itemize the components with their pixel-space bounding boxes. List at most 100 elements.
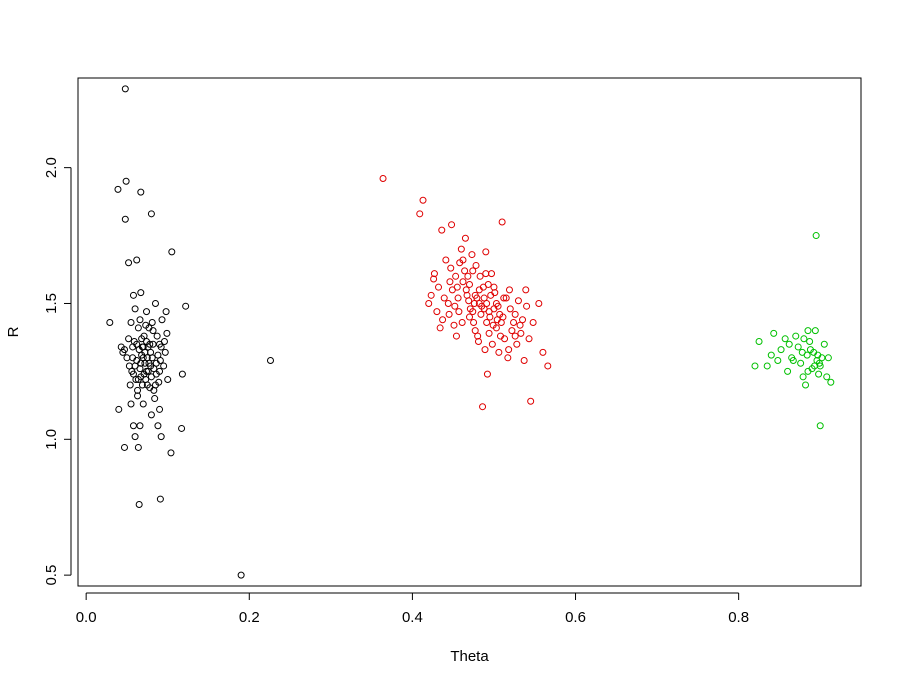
data-point	[156, 495, 164, 503]
data-point	[492, 299, 500, 307]
data-point	[466, 280, 473, 288]
data-point	[529, 318, 537, 326]
data-point	[814, 351, 822, 359]
data-point	[182, 302, 190, 310]
data-point	[122, 177, 130, 185]
data-point	[164, 376, 172, 384]
data-point	[123, 354, 131, 362]
data-point	[781, 335, 789, 343]
data-point	[147, 210, 155, 218]
data-point	[474, 338, 482, 346]
data-point	[539, 348, 547, 356]
data-point	[535, 299, 543, 307]
data-point	[153, 332, 161, 340]
x-tick-label: 0.8	[728, 609, 749, 626]
data-point	[777, 346, 785, 354]
data-point	[482, 270, 490, 278]
data-point	[785, 340, 793, 348]
data-point	[154, 422, 162, 430]
series-2	[379, 175, 552, 411]
data-point	[152, 370, 160, 378]
data-point	[131, 433, 139, 441]
y-tick-label: 2.0	[43, 157, 60, 178]
data-point	[454, 294, 462, 302]
data-point	[516, 321, 524, 329]
data-point	[436, 324, 444, 332]
data-point	[266, 357, 274, 365]
data-point	[527, 397, 535, 405]
data-point	[134, 392, 142, 400]
data-point	[126, 381, 134, 389]
axes-layer: 0.0 0.2 0.4 0.6 0.8 0.5 1.0 1.5 2.0	[43, 157, 749, 626]
data-point	[770, 329, 778, 337]
data-point	[522, 286, 530, 294]
data-point	[178, 424, 186, 432]
data-point	[459, 256, 467, 264]
data-point	[804, 367, 812, 375]
data-point	[138, 381, 146, 389]
data-point	[133, 256, 141, 264]
data-point	[479, 403, 487, 411]
data-point	[141, 348, 149, 356]
data-point	[466, 313, 473, 321]
data-point	[525, 335, 533, 343]
data-point	[513, 340, 521, 348]
data-point	[811, 327, 819, 335]
data-point	[149, 327, 157, 335]
data-point	[151, 381, 159, 389]
data-point	[471, 291, 479, 299]
data-point	[427, 291, 435, 299]
data-point	[812, 232, 820, 240]
data-point	[137, 373, 145, 381]
data-point	[448, 221, 456, 229]
data-point	[514, 297, 522, 305]
data-point	[823, 373, 831, 381]
data-point	[462, 286, 470, 294]
data-point	[115, 405, 123, 413]
data-point	[461, 234, 469, 242]
data-point	[482, 248, 490, 256]
data-point	[143, 367, 151, 375]
data-point	[379, 175, 387, 183]
data-point	[763, 362, 771, 370]
data-point	[800, 335, 808, 343]
data-point	[792, 332, 800, 340]
data-point	[487, 291, 495, 299]
data-point	[137, 289, 145, 297]
series-1	[106, 85, 274, 579]
series-3	[751, 232, 835, 430]
data-point	[458, 318, 466, 326]
data-point	[131, 362, 139, 370]
x-tick-label: 0.0	[76, 609, 97, 626]
data-point	[125, 335, 133, 343]
data-point	[789, 357, 797, 365]
data-point	[469, 267, 477, 275]
data-point	[419, 196, 427, 204]
data-point	[495, 348, 503, 356]
data-point	[453, 283, 461, 291]
data-point	[142, 321, 150, 329]
data-point	[479, 283, 487, 291]
data-point	[137, 188, 145, 196]
data-point	[125, 259, 133, 267]
data-point	[457, 245, 465, 253]
y-tick-label: 1.5	[43, 293, 60, 314]
data-point	[148, 354, 156, 362]
data-point	[425, 299, 433, 307]
data-point	[129, 291, 137, 299]
y-tick-label: 1.0	[43, 429, 60, 450]
data-point	[127, 318, 135, 326]
data-point	[106, 318, 114, 326]
data-point	[483, 318, 491, 326]
data-point	[820, 340, 828, 348]
data-point	[167, 449, 175, 457]
data-point	[440, 294, 448, 302]
data-point	[156, 357, 164, 365]
data-point	[469, 308, 477, 316]
data-point	[464, 272, 472, 280]
data-point	[416, 210, 424, 218]
data-point	[168, 248, 176, 256]
x-tick-label: 0.2	[239, 609, 260, 626]
data-point	[511, 310, 519, 318]
y-tick-label: 0.5	[43, 565, 60, 586]
